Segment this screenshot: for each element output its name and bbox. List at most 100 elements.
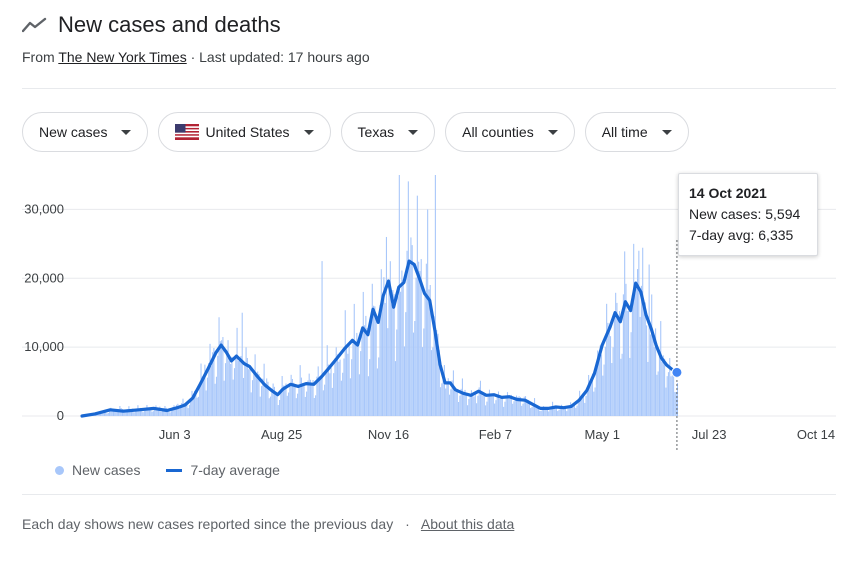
case-bar (345, 345, 348, 416)
y-tick-label: 0 (57, 408, 64, 423)
about-data-link[interactable]: About this data (420, 516, 515, 532)
case-bar (232, 379, 234, 416)
case-bar (203, 378, 205, 416)
case-bar (479, 380, 481, 416)
case-bar (284, 385, 286, 416)
case-bar (434, 175, 436, 416)
case-bar (227, 340, 229, 416)
case-bar (567, 408, 569, 416)
case-bar (288, 392, 290, 416)
case-bar (321, 261, 323, 416)
case-bar (469, 395, 471, 416)
case-bar (161, 410, 163, 416)
legend-avg-swatch (166, 468, 183, 472)
case-bar (573, 403, 576, 416)
case-bar (531, 407, 533, 416)
case-bar (598, 356, 600, 416)
time-range-dropdown[interactable]: All time (584, 112, 689, 152)
case-bar (312, 380, 314, 416)
state-dropdown[interactable]: Texas (340, 112, 436, 152)
case-bar (285, 383, 287, 416)
case-bar (482, 395, 484, 416)
case-bar (562, 407, 564, 416)
case-bar (427, 209, 429, 416)
case-bar (100, 412, 102, 416)
case-bar (467, 405, 469, 416)
case-bar (563, 408, 565, 416)
metric-dropdown-label: New cases (39, 124, 108, 140)
case-bar (255, 375, 257, 416)
case-bar (129, 409, 131, 416)
case-bar (172, 407, 174, 416)
case-bar (188, 404, 190, 416)
case-bar (168, 409, 170, 416)
case-bar (190, 399, 192, 416)
case-bar (367, 376, 369, 416)
case-bar (439, 387, 442, 416)
case-bar (219, 341, 221, 416)
case-bar (307, 380, 309, 416)
case-bar (419, 271, 421, 416)
case-bar (476, 403, 478, 416)
county-dropdown[interactable]: All counties (445, 112, 575, 152)
case-bar (415, 277, 417, 416)
case-bar (660, 321, 662, 416)
case-bar (325, 370, 327, 416)
case-bar (156, 407, 158, 416)
case-bar (382, 297, 384, 416)
case-bar (322, 390, 324, 416)
state-dropdown-label: Texas (357, 124, 395, 140)
case-bar (340, 380, 342, 416)
case-bar (251, 380, 254, 416)
case-bar (544, 408, 546, 416)
time-range-dropdown-label: All time (601, 124, 648, 140)
case-bar (224, 363, 227, 416)
case-bar (604, 346, 606, 416)
case-bar (555, 406, 557, 416)
case-bar (222, 337, 224, 416)
y-tick-label: 10,000 (24, 339, 64, 354)
case-bar (266, 378, 268, 416)
case-bar (495, 400, 497, 416)
case-bar (414, 321, 416, 416)
case-bar (510, 394, 512, 416)
avg-line (80, 259, 679, 418)
x-tick-label: Oct 14 (797, 427, 835, 442)
case-bar (463, 392, 465, 416)
case-bar (421, 347, 424, 416)
case-bar (418, 261, 420, 416)
case-bar (309, 379, 312, 416)
case-bar (263, 363, 265, 416)
case-bar (670, 376, 672, 416)
country-dropdown[interactable]: United States (158, 112, 331, 152)
case-bar (405, 312, 407, 416)
case-bar (148, 409, 151, 416)
case-bar (366, 328, 368, 416)
case-bar (597, 350, 599, 416)
source-link[interactable]: The New York Times (58, 49, 187, 65)
case-bar (391, 304, 393, 416)
y-tick-label: 20,000 (24, 270, 64, 285)
case-bar (485, 405, 487, 416)
case-bar (154, 409, 156, 416)
case-bar (488, 389, 491, 416)
metric-dropdown[interactable]: New cases (22, 112, 149, 152)
case-bar (446, 384, 448, 416)
case-bar (398, 175, 400, 416)
cases-chart[interactable]: 0 10,000 20,000 30,000 Jun 3 Aug 25 Nov 16 Feb … (0, 160, 843, 460)
case-bar (260, 386, 263, 416)
case-bar (586, 391, 588, 416)
case-bar (97, 414, 99, 416)
case-bar (473, 396, 475, 416)
chevron-down-icon (547, 129, 558, 135)
case-bar (289, 382, 291, 416)
legend-avg-label: 7-day average (190, 462, 280, 478)
case-bar (662, 355, 664, 416)
case-bar (132, 408, 134, 416)
chevron-down-icon (408, 129, 419, 135)
us-flag-icon (175, 124, 200, 140)
case-bar (105, 411, 107, 416)
case-bar (454, 386, 456, 416)
case-bar (673, 368, 675, 416)
case-bar (197, 396, 199, 416)
